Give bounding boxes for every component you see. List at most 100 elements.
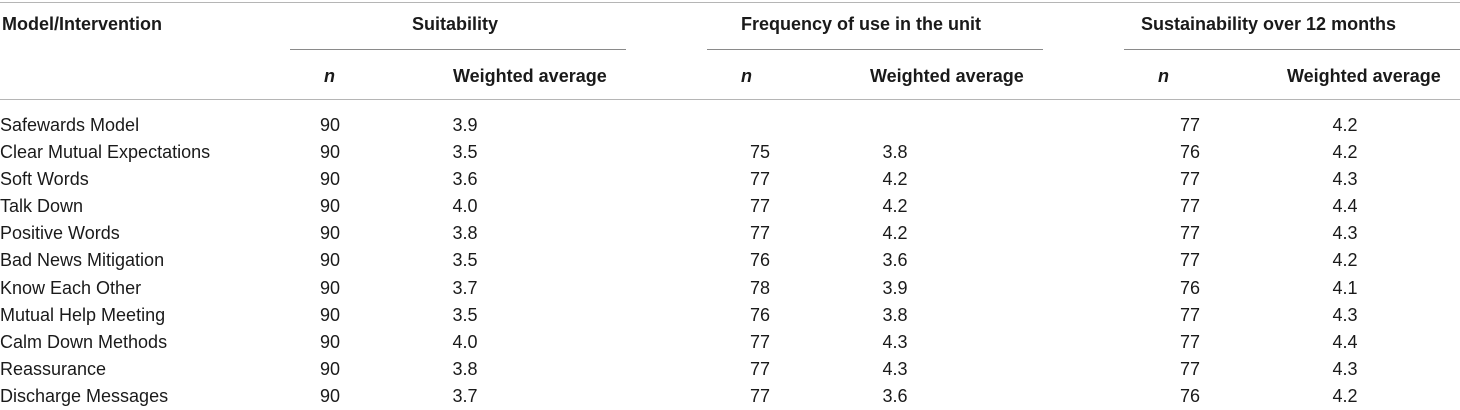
sustainability-avg: 4.3 <box>1332 169 1358 190</box>
sustainability-avg: 4.3 <box>1332 358 1358 379</box>
suitability-avg: 3.8 <box>452 358 478 379</box>
header-frequency: Frequency of use in the unit <box>741 14 982 34</box>
frequency-n: 76 <box>749 250 771 271</box>
table-row: Calm Down Methods 90 4.0 77 4.3 77 4.4 <box>0 329 1460 356</box>
sustainability-n: 77 <box>1179 250 1201 271</box>
sustainability-avg: 4.3 <box>1332 223 1358 244</box>
suitability-avg: 3.7 <box>452 385 478 406</box>
table-row: Talk Down 90 4.0 77 4.2 77 4.4 <box>0 193 1460 220</box>
suitability-n: 90 <box>319 115 341 135</box>
suitability-n: 90 <box>319 277 341 298</box>
spacer-cell <box>560 329 720 356</box>
spacer-cell <box>560 383 720 410</box>
row-name: Soft Words <box>0 169 89 190</box>
spacer-cell <box>990 356 1150 383</box>
sustainability-n: 77 <box>1179 304 1201 325</box>
header-bottom-rule <box>0 99 1460 100</box>
row-name: Know Each Other <box>0 277 142 298</box>
sustainability-avg: 4.3 <box>1332 304 1358 325</box>
spacer-cell <box>990 193 1150 220</box>
spacer-cell <box>990 220 1150 247</box>
sustainability-n: 77 <box>1179 331 1201 352</box>
frequency-n <box>720 112 800 139</box>
subheader-n-sustainability: n <box>1158 66 1169 86</box>
top-rule <box>0 2 1460 3</box>
suitability-avg: 3.5 <box>452 250 478 271</box>
sustainability-n: 77 <box>1179 196 1201 217</box>
spacer-cell <box>560 247 720 274</box>
header-model: Model/Intervention <box>2 14 163 34</box>
table-row: Bad News Mitigation 90 3.5 76 3.6 77 4.2 <box>0 247 1460 274</box>
frequency-n: 78 <box>749 277 771 298</box>
sustainability-n: 77 <box>1179 169 1201 190</box>
frequency-n: 76 <box>749 304 771 325</box>
sustainability-avg: 4.1 <box>1332 277 1358 298</box>
frequency-n: 77 <box>749 331 771 352</box>
suitability-avg: 4.0 <box>452 196 478 217</box>
table-row: Positive Words 90 3.8 77 4.2 77 4.3 <box>0 220 1460 247</box>
suitability-n: 90 <box>319 142 341 163</box>
table-row: Reassurance 90 3.8 77 4.3 77 4.3 <box>0 356 1460 383</box>
frequency-avg: 4.3 <box>882 331 908 352</box>
subheader-avg-sustainability: Weighted average <box>1287 66 1441 86</box>
header-sustainability: Sustainability over 12 months <box>1141 14 1397 34</box>
frequency-n: 77 <box>749 196 771 217</box>
table-row: Safewards Model 90 3.9 77 4.2 <box>0 112 1460 139</box>
subheader-avg-frequency: Weighted average <box>870 66 1024 86</box>
spacer-cell <box>560 275 720 302</box>
row-name: Bad News Mitigation <box>0 250 165 271</box>
sustainability-avg: 4.2 <box>1332 250 1358 271</box>
sustainability-n: 77 <box>1179 358 1201 379</box>
frequency-avg: 4.3 <box>882 358 908 379</box>
group-underline-suitability <box>290 49 626 50</box>
spacer-cell <box>560 220 720 247</box>
spacer-cell <box>990 383 1150 410</box>
frequency-n: 77 <box>749 223 771 244</box>
row-name: Discharge Messages <box>0 385 169 406</box>
table-row: Mutual Help Meeting 90 3.5 76 3.8 77 4.3 <box>0 302 1460 329</box>
sustainability-n: 76 <box>1179 142 1201 163</box>
spacer-cell <box>990 166 1150 193</box>
suitability-n: 90 <box>319 331 341 352</box>
sustainability-n: 77 <box>1179 223 1201 244</box>
sustainability-n: 76 <box>1179 277 1201 298</box>
sustainability-avg: 4.4 <box>1332 331 1358 352</box>
frequency-avg: 4.2 <box>882 223 908 244</box>
frequency-avg: 4.2 <box>882 169 908 190</box>
spacer-cell <box>560 112 720 139</box>
row-name: Safewards Model <box>0 115 140 135</box>
table-row: Clear Mutual Expectations 90 3.5 75 3.8 76 4.2 <box>0 139 1460 166</box>
spacer-cell <box>990 275 1150 302</box>
sustainability-n: 77 <box>1179 115 1201 135</box>
suitability-n: 90 <box>319 196 341 217</box>
table-row: Know Each Other 90 3.7 78 3.9 76 4.1 <box>0 275 1460 302</box>
frequency-avg: 3.6 <box>882 250 908 271</box>
suitability-n: 90 <box>319 250 341 271</box>
suitability-avg: 3.7 <box>452 277 478 298</box>
sustainability-avg: 4.2 <box>1332 385 1358 406</box>
spacer-cell <box>560 193 720 220</box>
spacer-cell <box>560 356 720 383</box>
suitability-avg: 3.8 <box>452 223 478 244</box>
table-body: Safewards Model 90 3.9 77 4.2 Clear Mutual Ex… <box>0 112 1460 410</box>
frequency-n: 77 <box>749 358 771 379</box>
frequency-avg: 3.9 <box>882 277 908 298</box>
spacer-cell <box>990 112 1150 139</box>
spacer-cell <box>560 302 720 329</box>
frequency-n: 75 <box>749 142 771 163</box>
spacer-cell <box>990 329 1150 356</box>
table-row: Discharge Messages 90 3.7 77 3.6 76 4.2 <box>0 383 1460 410</box>
row-name: Calm Down Methods <box>0 331 168 352</box>
suitability-n: 90 <box>319 169 341 190</box>
frequency-avg: 3.6 <box>882 385 908 406</box>
suitability-n: 90 <box>319 304 341 325</box>
frequency-avg: 3.8 <box>882 142 908 163</box>
header-suitability: Suitability <box>412 14 499 34</box>
subheader-n-frequency: n <box>741 66 752 86</box>
frequency-n: 77 <box>749 385 771 406</box>
suitability-avg: 3.6 <box>452 169 478 190</box>
suitability-n: 90 <box>319 223 341 244</box>
suitability-avg: 4.0 <box>452 331 478 352</box>
spacer-cell <box>560 139 720 166</box>
frequency-avg <box>800 112 990 139</box>
